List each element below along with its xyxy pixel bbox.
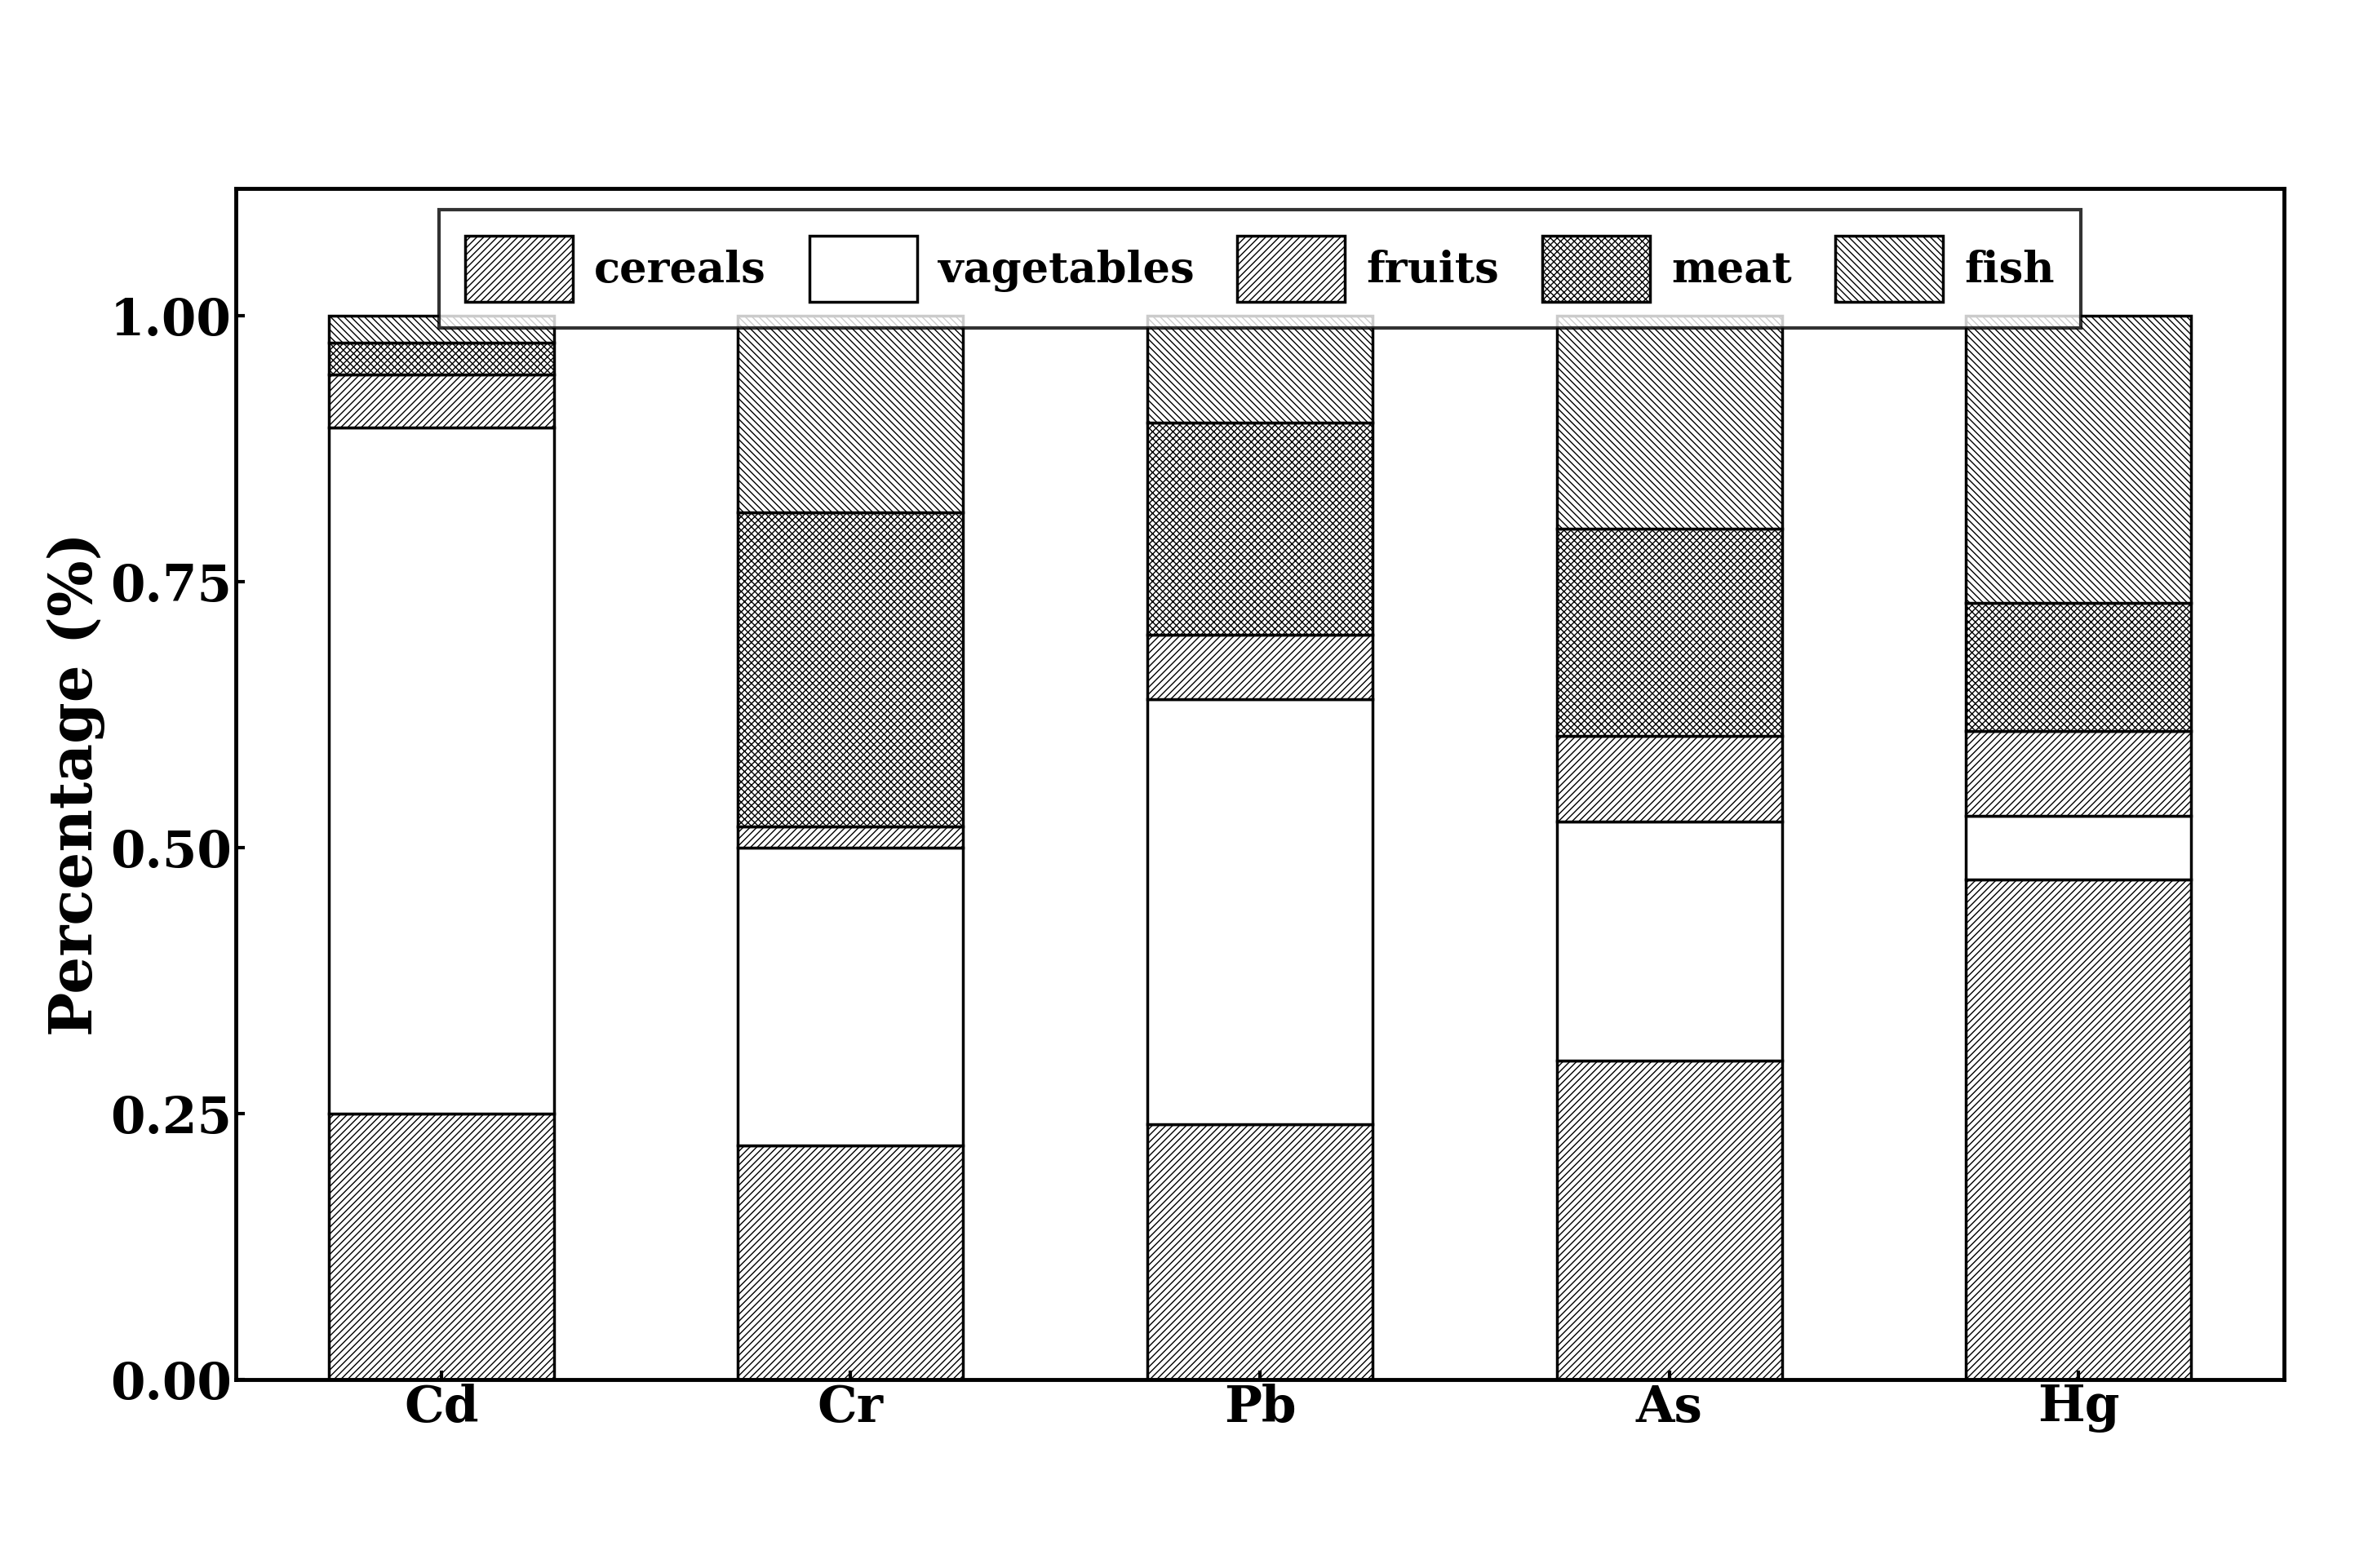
Bar [737, 826, 963, 848]
Bar [330, 342, 553, 375]
Bar [1557, 315, 1783, 528]
Bar [1966, 315, 2190, 604]
Bar [1557, 822, 1783, 1060]
Bar [1966, 815, 2190, 880]
Bar [1147, 422, 1373, 635]
Bar [1966, 731, 2190, 815]
Y-axis label: Percentage (%): Percentage (%) [47, 532, 106, 1036]
Bar [1557, 1060, 1783, 1380]
Bar [737, 848, 963, 1146]
Bar [737, 513, 963, 826]
Legend: cereals, vagetables, fruits, meat, fish: cereals, vagetables, fruits, meat, fish [438, 210, 2082, 328]
Bar [1147, 315, 1373, 422]
Bar [737, 315, 963, 513]
Bar [330, 428, 553, 1113]
Bar [1147, 635, 1373, 699]
Bar [330, 315, 553, 342]
Bar [1557, 735, 1783, 822]
Bar [1557, 528, 1783, 735]
Bar [330, 375, 553, 428]
Bar [1966, 880, 2190, 1380]
Bar [737, 1146, 963, 1380]
Bar [330, 1113, 553, 1380]
Bar [1147, 699, 1373, 1124]
Bar [1147, 1124, 1373, 1380]
Bar [1966, 604, 2190, 731]
